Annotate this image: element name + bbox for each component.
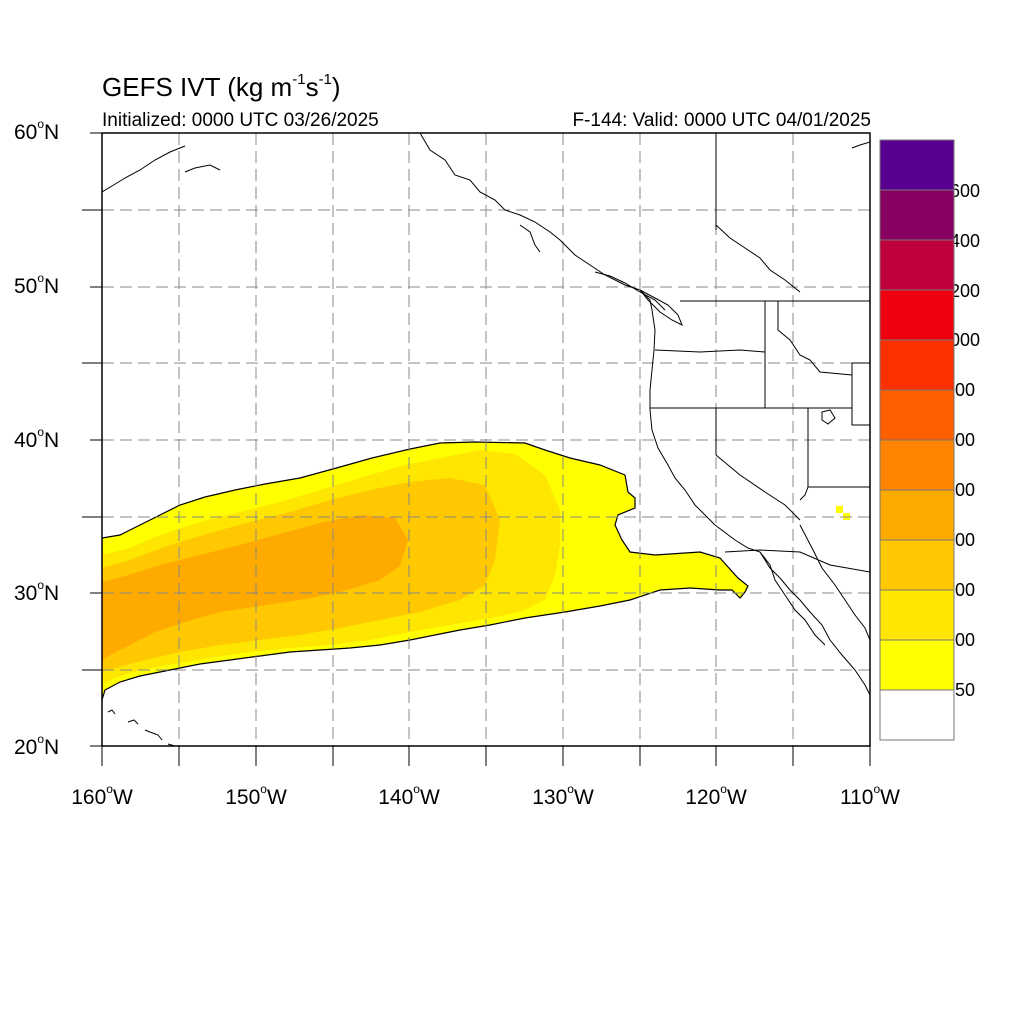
lat-ticks bbox=[82, 132, 102, 747]
colorbar-box bbox=[879, 539, 955, 591]
lon-label-140w: 140oW bbox=[378, 782, 440, 809]
init-time-label: Initialized: 0000 UTC 03/26/2025 bbox=[102, 110, 379, 131]
lon-label-120w: 120oW bbox=[685, 782, 747, 809]
colorbar-box bbox=[879, 389, 955, 441]
colorbar-box bbox=[879, 689, 955, 741]
valid-time-label: F-144: Valid: 0000 UTC 04/01/2025 bbox=[572, 110, 871, 131]
lat-label-40n: 40oN bbox=[14, 425, 60, 452]
colorbar-box bbox=[879, 639, 955, 691]
lat-label-50n: 50oN bbox=[14, 271, 60, 298]
lon-ticks bbox=[101, 746, 871, 766]
ivt-shading bbox=[102, 441, 850, 701]
lon-label-160w: 160oW bbox=[71, 782, 133, 809]
colorbar-box bbox=[879, 139, 955, 191]
map-title: GEFS IVT (kg m-1s-1) bbox=[102, 71, 341, 102]
lat-label-30n: 30oN bbox=[14, 578, 60, 605]
colorbar-box bbox=[879, 339, 955, 391]
lat-label-60n: 60oN bbox=[14, 117, 60, 144]
lon-label-130w: 130oW bbox=[532, 782, 594, 809]
colorbar bbox=[879, 139, 955, 741]
colorbar-box bbox=[879, 289, 955, 341]
colorbar-box bbox=[879, 589, 955, 641]
colorbar-box bbox=[879, 489, 955, 541]
lat-label-20n: 20oN bbox=[14, 732, 60, 759]
colorbar-box bbox=[879, 189, 955, 241]
colorbar-box bbox=[879, 439, 955, 491]
lon-label-110w: 110oW bbox=[840, 782, 900, 809]
state-borders bbox=[650, 133, 870, 573]
colorbar-box bbox=[879, 239, 955, 291]
ivt-patch bbox=[836, 506, 843, 513]
lon-label-150w: 150oW bbox=[225, 782, 287, 809]
